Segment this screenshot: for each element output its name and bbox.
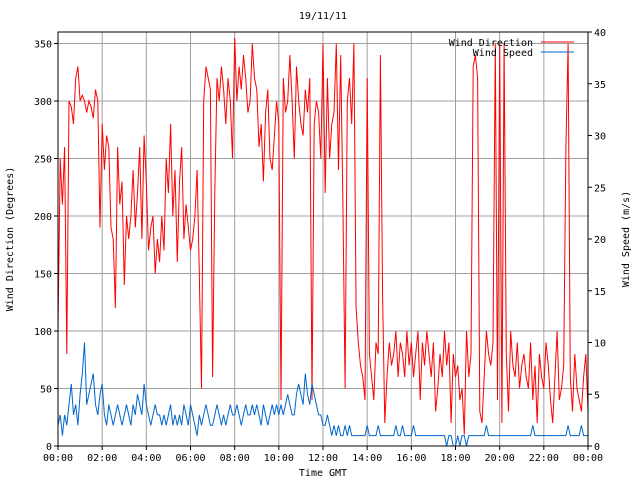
y2-tick-label: 25	[594, 183, 606, 194]
y-axis-label: Wind Direction (Degrees)	[5, 167, 16, 312]
legend-label-wind-direction: Wind Direction	[449, 38, 533, 49]
y-tick-label: 300	[34, 97, 52, 108]
series-line-wind-speed	[57, 342, 588, 447]
y-tick-label: 100	[34, 327, 52, 338]
y-tick-label: 150	[34, 270, 52, 281]
x-tick-label: 06:00	[175, 453, 205, 464]
y2-axis-label: Wind Speed (m/s)	[621, 191, 632, 287]
series-line-wind-direction	[57, 37, 589, 435]
x-tick-label: 18:00	[440, 453, 470, 464]
x-tick-label: 12:00	[308, 453, 338, 464]
y2-tick-label: 30	[594, 132, 606, 143]
y2-tick-label: 0	[594, 442, 600, 453]
x-tick-label: 14:00	[352, 453, 382, 464]
x-tick-label: 02:00	[87, 453, 117, 464]
legend: Wind Direction Wind Speed	[449, 38, 574, 59]
x-axis-label: Time GMT	[299, 468, 347, 479]
chart-title: 19/11/11	[299, 11, 347, 22]
series-layer	[57, 37, 589, 447]
y2-tick-label: 20	[594, 235, 606, 246]
y-tick-label: 250	[34, 155, 52, 166]
y2-tick-label: 5	[594, 390, 600, 401]
x-tick-label: 10:00	[264, 453, 294, 464]
x-tick-label: 16:00	[396, 453, 426, 464]
legend-label-wind-speed: Wind Speed	[473, 48, 533, 59]
y-tick-label: 350	[34, 40, 52, 51]
x-tick-label: 08:00	[220, 453, 250, 464]
y-tick-label: 200	[34, 212, 52, 223]
x-tick-label: 22:00	[529, 453, 559, 464]
x-tick-label: 00:00	[573, 453, 603, 464]
x-tick-label: 00:00	[43, 453, 73, 464]
y2-tick-label: 15	[594, 287, 606, 298]
x-tick-label: 04:00	[131, 453, 161, 464]
y2-tick-label: 35	[594, 80, 606, 91]
y-tick-label: 0	[46, 442, 52, 453]
y2-tick-label: 40	[594, 28, 606, 39]
y2-tick-label: 10	[594, 339, 606, 350]
y-tick-label: 50	[40, 385, 52, 396]
ticks: 00:00 02:00 04:00 06:00 08:00 10:00 12:00 14:00…	[34, 28, 606, 464]
x-tick-label: 20:00	[485, 453, 515, 464]
